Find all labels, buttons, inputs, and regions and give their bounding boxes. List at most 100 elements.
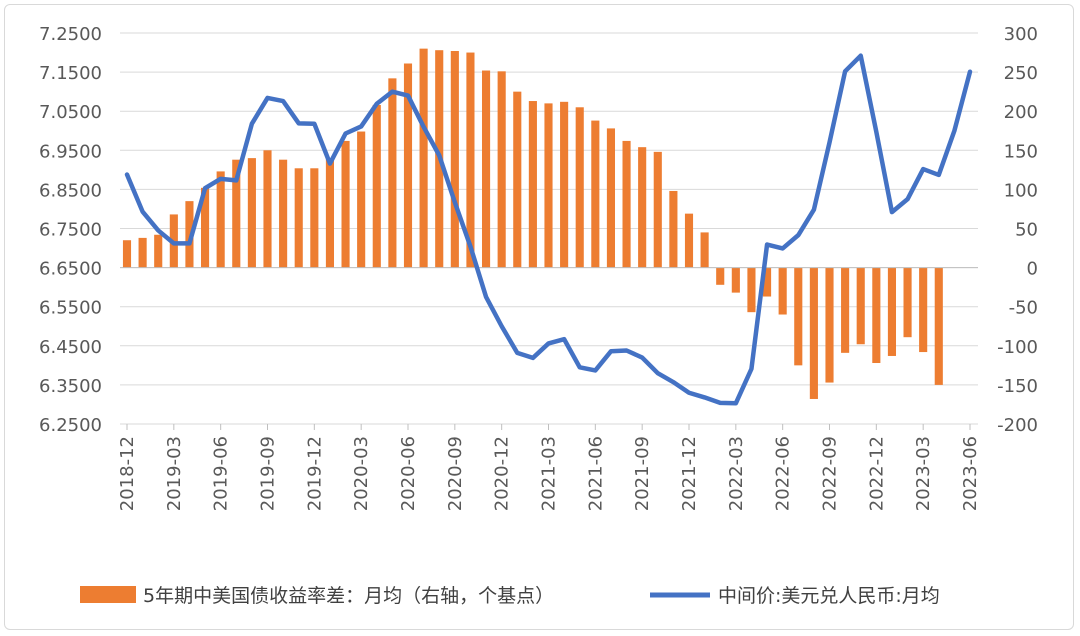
bar	[856, 267, 865, 345]
bar	[466, 52, 475, 268]
right-tick-label: 0	[1027, 259, 1038, 280]
bar-series	[122, 48, 943, 399]
bar	[403, 63, 413, 268]
legend-bar-label: 5年期中美国债收益率差：月均（右轴，个基点）	[143, 585, 554, 607]
bar	[310, 168, 319, 268]
x-tick-label: 2021-09	[632, 436, 653, 511]
bar	[497, 71, 506, 268]
right-tick-label: -150	[997, 376, 1038, 397]
x-tick-label: 2019-09	[258, 436, 279, 511]
bar	[700, 232, 709, 268]
bar	[794, 267, 803, 366]
bar	[544, 103, 553, 268]
bar	[247, 158, 256, 268]
right-tick-label: -100	[997, 337, 1038, 358]
left-tick-label: 7.0500	[39, 102, 102, 123]
x-tick-label: 2020-12	[492, 436, 513, 511]
bar	[762, 267, 772, 297]
left-tick-label: 6.5500	[39, 298, 102, 319]
bar	[887, 267, 897, 356]
bar	[778, 267, 787, 315]
right-tick-label: 50	[1015, 220, 1038, 241]
left-tick-label: 6.7500	[39, 220, 102, 241]
bar	[575, 107, 584, 268]
right-tick-label: 200	[1004, 102, 1038, 123]
bar	[513, 91, 522, 268]
right-tick-label: -50	[1009, 298, 1038, 319]
x-tick-label: 2022-12	[866, 436, 887, 511]
x-tick-label: 2021-03	[539, 436, 560, 511]
bar	[341, 140, 350, 268]
bar	[934, 267, 943, 385]
bar	[622, 140, 631, 268]
bar	[481, 70, 491, 268]
x-tick-label: 2021-12	[679, 436, 700, 511]
left-tick-label: 7.2500	[39, 24, 102, 45]
bar	[357, 131, 366, 268]
bar	[591, 120, 600, 268]
bar	[638, 147, 647, 268]
line-series	[124, 53, 973, 406]
bar	[325, 158, 335, 268]
bar	[528, 101, 537, 268]
legend-bar-swatch	[80, 586, 136, 603]
bar	[747, 267, 756, 313]
right-tick-label: 100	[1004, 180, 1038, 201]
bar	[200, 187, 210, 268]
bar	[154, 234, 163, 268]
right-tick-label: 150	[1004, 141, 1038, 162]
x-axis-ticks: 2018-12 2019-03 2019-06 2019-09 2019-12 2020-…	[117, 424, 981, 511]
x-tick-label: 2021-06	[585, 436, 606, 511]
bar	[669, 190, 678, 268]
bar	[560, 101, 569, 268]
x-tick-label: 2023-06	[960, 436, 981, 511]
left-tick-label: 6.4500	[39, 337, 102, 358]
bar	[263, 150, 272, 268]
bar	[825, 267, 834, 383]
bar	[809, 267, 818, 399]
left-tick-label: 6.8500	[39, 180, 102, 201]
bar	[279, 159, 288, 268]
bar	[216, 171, 225, 268]
left-tick-label: 7.1500	[39, 63, 102, 84]
bar	[653, 151, 662, 268]
bar	[872, 267, 881, 364]
bar	[138, 237, 147, 268]
bar	[450, 50, 459, 268]
left-tick-label: 6.9500	[39, 141, 102, 162]
legend: 5年期中美国债收益率差：月均（右轴，个基点） 中间价:美元兑人民币:月均	[80, 585, 940, 607]
bar	[419, 48, 428, 268]
bar	[841, 267, 850, 353]
bar	[372, 104, 381, 268]
left-tick-label: 6.2500	[39, 415, 102, 436]
bar	[185, 201, 194, 268]
bar	[294, 168, 303, 268]
right-axis-ticks: 300 250 200 150 100 50 0 -50 -100 -150 -200	[997, 24, 1038, 436]
x-tick-label: 2022-03	[726, 436, 747, 511]
bar	[606, 128, 616, 268]
x-tick-label: 2018-12	[117, 436, 138, 511]
left-axis-ticks: 7.2500 7.1500 7.0500 6.9500 6.8500 6.7500 6.65…	[39, 24, 102, 436]
bar	[122, 240, 132, 268]
x-tick-label: 2019-12	[304, 436, 325, 511]
legend-line-label: 中间价:美元兑人民币:月均	[718, 585, 940, 607]
x-tick-label: 2022-06	[773, 436, 794, 511]
x-tick-label: 2019-03	[164, 436, 185, 511]
left-tick-label: 6.6500	[39, 259, 102, 280]
bar	[388, 78, 397, 268]
x-tick-label: 2022-09	[820, 436, 841, 511]
bar	[903, 267, 912, 338]
x-tick-label: 2020-06	[398, 436, 419, 511]
x-tick-label: 2023-03	[913, 436, 934, 511]
bar	[731, 267, 740, 293]
x-tick-label: 2020-09	[445, 436, 466, 511]
bar	[232, 159, 241, 268]
right-tick-label: -200	[997, 415, 1038, 436]
line-path	[124, 53, 973, 406]
x-tick-label: 2020-03	[351, 436, 372, 511]
bar	[919, 267, 928, 353]
left-tick-label: 6.3500	[39, 376, 102, 397]
right-tick-label: 300	[1004, 24, 1038, 45]
right-tick-label: 250	[1004, 63, 1038, 84]
